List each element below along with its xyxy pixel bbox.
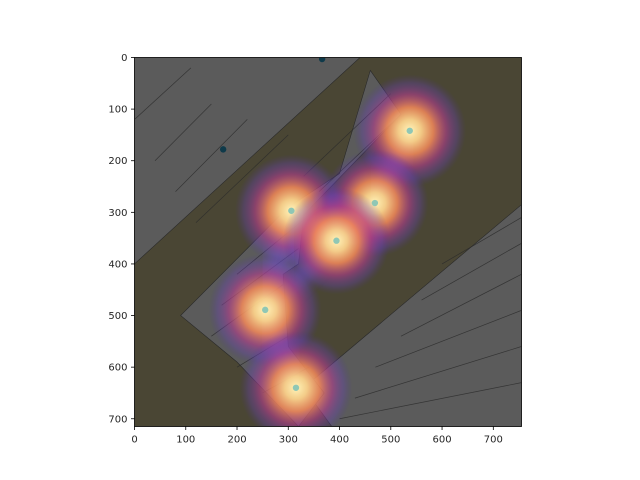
- x-tick-label: 200: [227, 435, 246, 446]
- x-tick-label: 500: [381, 435, 400, 446]
- floor-wall-line: [175, 119, 248, 192]
- data-point-marker: [292, 384, 300, 391]
- x-tick-label: 400: [330, 435, 349, 446]
- x-tick-label: 0: [131, 435, 137, 446]
- y-tick-label: 400: [108, 259, 127, 270]
- y-tick-label: 600: [108, 363, 127, 374]
- floor-wall-line: [421, 242, 522, 301]
- y-tick-label: 100: [108, 105, 127, 116]
- x-tick-label: 600: [433, 435, 452, 446]
- floor-wall-line: [195, 134, 289, 223]
- data-point-marker: [406, 127, 413, 134]
- floor-wall-line: [339, 382, 522, 420]
- y-tick-label: 700: [108, 414, 127, 425]
- y-tick-label: 0: [121, 53, 127, 64]
- floor-wall-line: [154, 103, 212, 161]
- data-point-marker: [288, 207, 295, 214]
- floor-wall-line: [375, 310, 522, 368]
- y-axis: 0 100 200 300 400 500 600 700: [108, 53, 135, 425]
- heat-spot: [239, 331, 353, 427]
- plot-area: [134, 57, 522, 427]
- data-point-marker: [333, 237, 340, 244]
- data-point-marker: [219, 146, 227, 153]
- data-point-marker: [262, 306, 269, 314]
- floor-wall-line: [134, 67, 192, 120]
- building-bottom-right: [303, 204, 522, 427]
- floor-wall-line: [441, 217, 522, 265]
- x-tick-label: 700: [484, 435, 503, 446]
- data-point-marker: [318, 57, 326, 63]
- x-tick-label: 300: [279, 435, 298, 446]
- y-tick-label: 200: [108, 156, 127, 167]
- data-point-marker: [371, 199, 379, 207]
- floor-wall-line: [400, 273, 522, 337]
- building-top-left: [134, 57, 361, 265]
- marker-layer: [219, 57, 413, 391]
- plot-frame: [134, 57, 522, 427]
- x-axis: 0 100 200 300 400 500 600 700: [131, 426, 503, 446]
- y-tick-label: 500: [108, 311, 127, 322]
- floor-wall-line: [354, 346, 522, 399]
- x-tick-label: 100: [176, 435, 195, 446]
- y-tick-label: 300: [108, 208, 127, 219]
